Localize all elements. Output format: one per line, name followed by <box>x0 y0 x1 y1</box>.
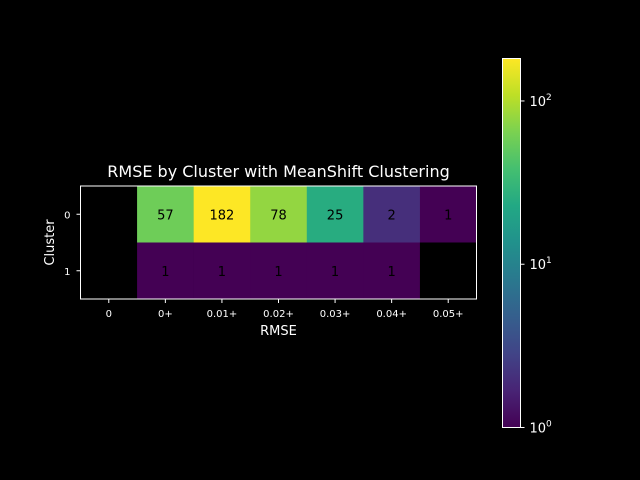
colorbar-ticks: 100 101 102 <box>520 93 553 437</box>
heatmap-cell <box>363 186 421 243</box>
heatmap-cell <box>306 242 364 300</box>
x-tick-label: 0.03+ <box>320 309 351 320</box>
colorbar <box>502 58 521 428</box>
y-axis-label: Cluster <box>43 219 58 266</box>
colorbar-tick-label: 102 <box>530 93 552 110</box>
chart-title: RMSE by Cluster with MeanShift Clusterin… <box>107 162 449 181</box>
cell-value-label: 1 <box>331 265 339 280</box>
cell-value-label: 2 <box>388 208 396 223</box>
x-tick-label: 0.02+ <box>263 309 294 320</box>
heatmap-cell <box>250 242 308 300</box>
x-tick-label: 0.04+ <box>376 309 407 320</box>
cell-value-label: 57 <box>157 208 174 223</box>
y-tick-label: 1 <box>64 267 70 278</box>
x-tick-label: 0+ <box>158 309 173 320</box>
x-tick-label: 0.05+ <box>433 309 464 320</box>
cell-value-label: 1 <box>161 265 169 280</box>
heatmap-cell <box>80 186 138 243</box>
y-axis-ticks: 01 <box>64 210 81 278</box>
cell-value-label: 1 <box>388 265 396 280</box>
x-axis-ticks: 0 0+ 0.01+ 0.02+ 0.03+ 0.04+ 0.05+ <box>106 299 464 320</box>
x-tick-label: 0 <box>106 309 112 320</box>
heatmap-cell <box>193 242 251 300</box>
heatmap-cell-labels: 57 182 78 25 2 1 1 1 1 1 1 <box>157 208 452 280</box>
x-tick-label: 0.01+ <box>207 309 238 320</box>
cell-value-label: 1 <box>274 265 282 280</box>
heatmap-cell <box>193 186 251 243</box>
cell-value-label: 78 <box>270 208 287 223</box>
heatmap-cell <box>419 186 477 243</box>
cell-value-label: 1 <box>444 208 452 223</box>
cell-value-label: 1 <box>218 265 226 280</box>
heatmap-cell <box>80 242 138 300</box>
heatmap-cell <box>363 242 421 300</box>
heatmap-cell <box>419 242 477 300</box>
heatmap-cell <box>137 186 194 243</box>
colorbar-tick-label: 101 <box>530 256 552 273</box>
x-axis-label: RMSE <box>260 324 297 339</box>
heatmap-cell <box>137 242 194 300</box>
cell-value-label: 25 <box>327 208 344 223</box>
heatmap-cell <box>250 186 308 243</box>
colorbar-tick-label: 100 <box>530 420 553 437</box>
heatmap-cell <box>306 186 364 243</box>
cell-value-label: 182 <box>210 208 235 223</box>
y-tick-label: 0 <box>64 210 70 221</box>
heatmap-cells <box>80 186 477 300</box>
